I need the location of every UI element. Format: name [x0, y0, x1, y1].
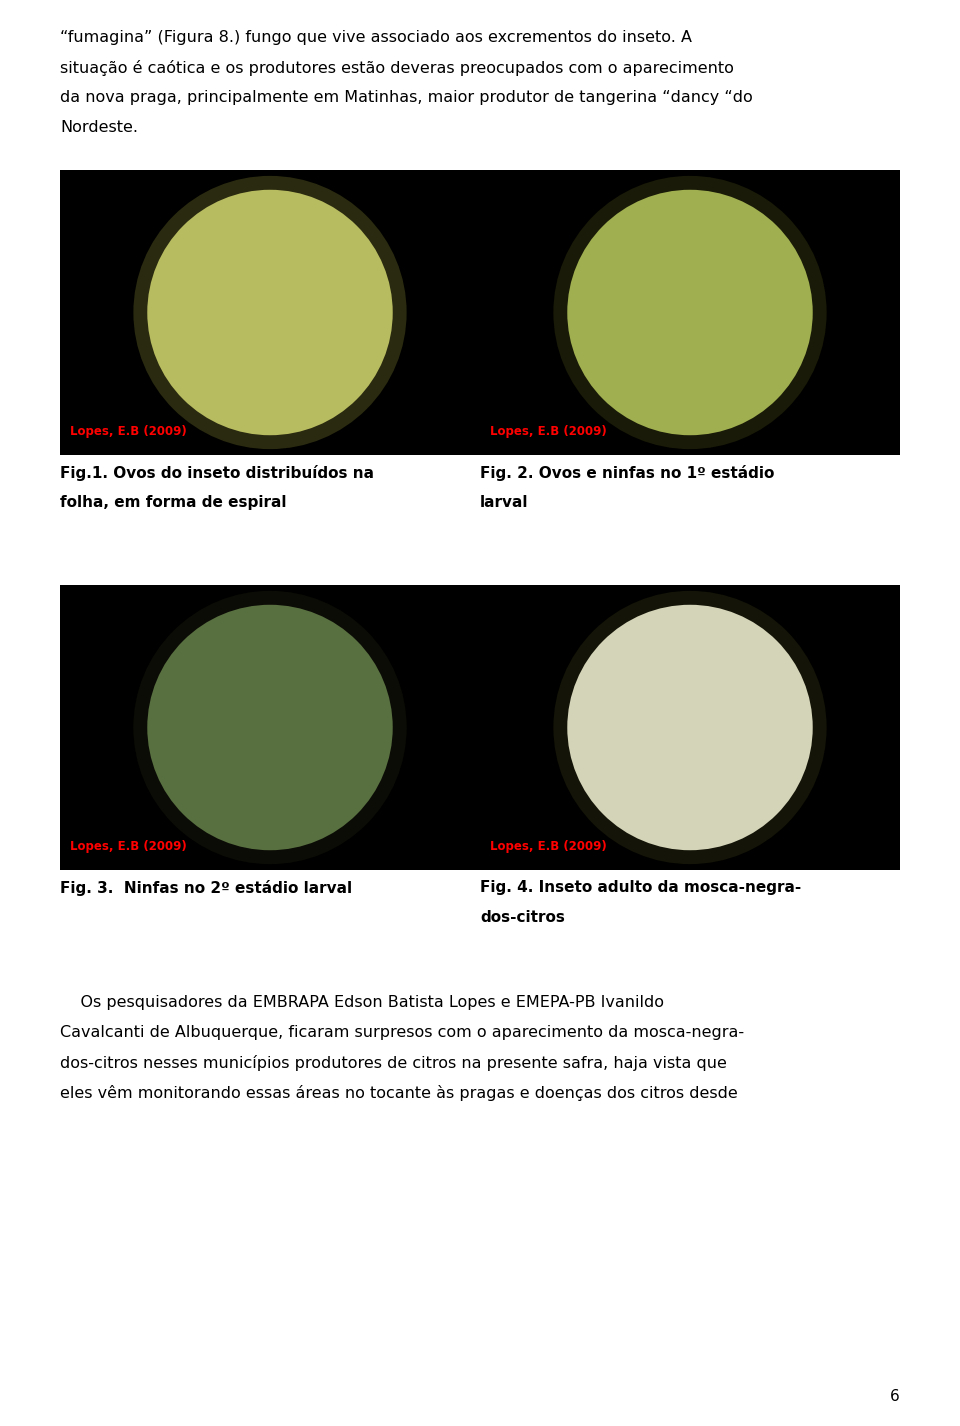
Circle shape: [140, 183, 399, 442]
Text: Fig. 4. Inseto adulto da mosca-negra-: Fig. 4. Inseto adulto da mosca-negra-: [480, 880, 802, 896]
Text: situação é caótica e os produtores estão deveras preocupados com o aparecimento: situação é caótica e os produtores estão…: [60, 60, 733, 76]
Text: dos-citros nesses municípios produtores de citros na presente safra, haja vista : dos-citros nesses municípios produtores …: [60, 1055, 727, 1071]
Text: eles vêm monitorando essas áreas no tocante às pragas e doenças dos citros desde: eles vêm monitorando essas áreas no toca…: [60, 1085, 737, 1101]
Text: Cavalcanti de Albuquerque, ficaram surpresos com o aparecimento da mosca-negra-: Cavalcanti de Albuquerque, ficaram surpr…: [60, 1025, 744, 1040]
Circle shape: [561, 183, 820, 442]
Text: dos-citros: dos-citros: [480, 910, 564, 925]
Text: Fig. 3.  Ninfas no 2º estádio larval: Fig. 3. Ninfas no 2º estádio larval: [60, 880, 352, 896]
Bar: [60, 170, 480, 455]
Text: Lopes, E.B (2009): Lopes, E.B (2009): [70, 840, 187, 853]
Text: Lopes, E.B (2009): Lopes, E.B (2009): [490, 840, 607, 853]
Text: Lopes, E.B (2009): Lopes, E.B (2009): [490, 425, 607, 438]
Text: Os pesquisadores da EMBRAPA Edson Batista Lopes e EMEPA-PB Ivanildo: Os pesquisadores da EMBRAPA Edson Batist…: [60, 995, 664, 1010]
Text: folha, em forma de espiral: folha, em forma de espiral: [60, 495, 286, 511]
Bar: [480, 585, 900, 870]
Text: Lopes, E.B (2009): Lopes, E.B (2009): [70, 425, 187, 438]
Text: 6: 6: [890, 1389, 900, 1405]
Text: Fig. 2. Ovos e ninfas no 1º estádio: Fig. 2. Ovos e ninfas no 1º estádio: [480, 465, 775, 481]
Text: Fig.1. Ovos do inseto distribuídos na: Fig.1. Ovos do inseto distribuídos na: [60, 465, 374, 481]
Bar: [60, 585, 480, 870]
Circle shape: [140, 597, 399, 857]
Text: “fumagina” (Figura 8.) fungo que vive associado aos excrementos do inseto. A: “fumagina” (Figura 8.) fungo que vive as…: [60, 30, 692, 46]
Bar: [480, 170, 900, 455]
Circle shape: [561, 597, 820, 857]
Text: da nova praga, principalmente em Matinhas, maior produtor de tangerina “dancy “d: da nova praga, principalmente em Matinha…: [60, 90, 753, 106]
Text: larval: larval: [480, 495, 529, 511]
Text: Nordeste.: Nordeste.: [60, 120, 138, 135]
